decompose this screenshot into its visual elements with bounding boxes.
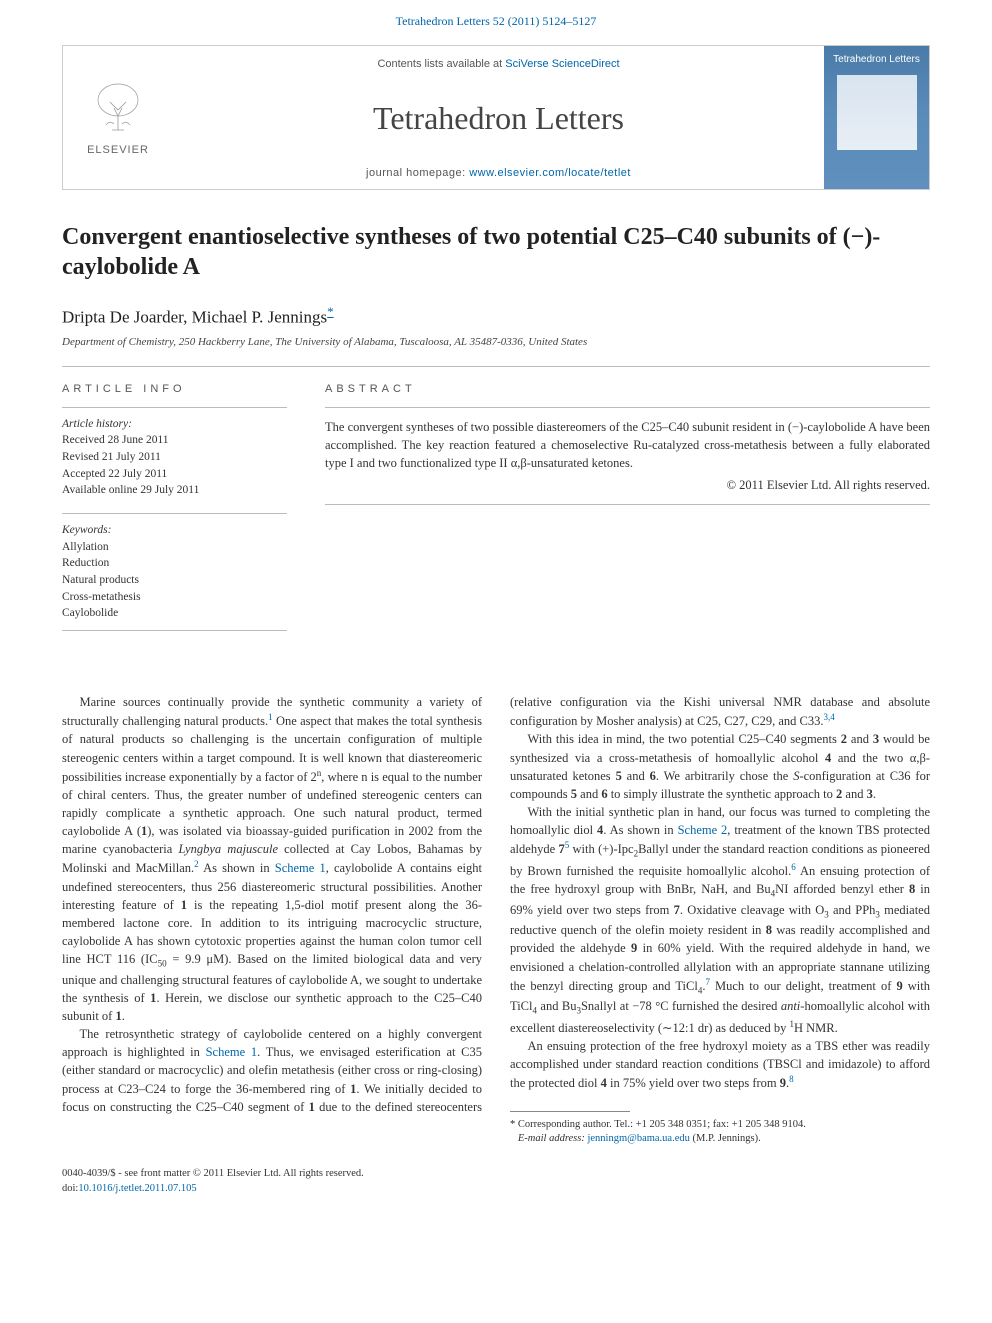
abstract-col: ABSTRACT The convergent syntheses of two…: [325, 383, 930, 645]
paragraph: An ensuing protection of the free hydrox…: [510, 1037, 930, 1093]
corr-text: Corresponding author. Tel.: +1 205 348 0…: [518, 1119, 806, 1130]
keyword: Reduction: [62, 557, 109, 569]
corresponding-star-icon[interactable]: *: [327, 304, 334, 319]
homepage-link[interactable]: www.elsevier.com/locate/tetlet: [469, 167, 631, 179]
ref-link[interactable]: 3,4: [824, 712, 835, 722]
email-who: (M.P. Jennings).: [690, 1133, 761, 1144]
paragraph: Marine sources continually provide the s…: [62, 693, 482, 1025]
elsevier-logo[interactable]: ELSEVIER: [63, 46, 173, 189]
citation-bar: Tetrahedron Letters 52 (2011) 5124–5127: [0, 0, 992, 39]
abstract-heading: ABSTRACT: [325, 383, 930, 395]
elsevier-label: ELSEVIER: [87, 144, 149, 156]
email-link[interactable]: jenningm@bama.ua.edu: [587, 1133, 689, 1144]
article-info: ARTICLE INFO Article history: Received 2…: [62, 383, 287, 645]
abstract-copyright: © 2011 Elsevier Ltd. All rights reserved…: [325, 476, 930, 494]
journal-cover[interactable]: Tetrahedron Letters: [824, 46, 929, 189]
revised-date: Revised 21 July 2011: [62, 451, 161, 463]
scheme-link[interactable]: Scheme 2: [678, 823, 728, 837]
abstract-text: The convergent syntheses of two possible…: [325, 407, 930, 506]
doi-link[interactable]: 10.1016/j.tetlet.2011.07.105: [78, 1183, 196, 1194]
info-heading: ARTICLE INFO: [62, 383, 287, 395]
journal-name: Tetrahedron Letters: [373, 100, 624, 137]
contents-prefix: Contents lists available at: [377, 58, 505, 70]
info-abstract-row: ARTICLE INFO Article history: Received 2…: [62, 367, 930, 665]
scheme-link[interactable]: Scheme 1: [206, 1045, 258, 1059]
header-center: Contents lists available at SciVerse Sci…: [173, 46, 824, 189]
paragraph: With the initial synthetic plan in hand,…: [510, 803, 930, 1037]
received-date: Received 28 June 2011: [62, 434, 169, 446]
keywords-block: Keywords: Allylation Reduction Natural p…: [62, 513, 287, 631]
page-footer: 0040-4039/$ - see front matter © 2011 El…: [0, 1147, 992, 1220]
corresponding-footnote: * Corresponding author. Tel.: +1 205 348…: [510, 1118, 930, 1147]
keywords-label: Keywords:: [62, 524, 111, 536]
elsevier-tree-icon: [88, 80, 148, 140]
journal-header: ELSEVIER Contents lists available at Sci…: [62, 45, 930, 190]
footnote-divider: [510, 1111, 630, 1112]
citation-text: Tetrahedron Letters 52 (2011) 5124–5127: [396, 14, 597, 28]
homepage-line: journal homepage: www.elsevier.com/locat…: [366, 167, 631, 179]
doi-label: doi:: [62, 1183, 78, 1194]
authors: Dripta De Joarder, Michael P. Jennings*: [62, 304, 930, 328]
homepage-prefix: journal homepage:: [366, 167, 469, 179]
sciencedirect-link[interactable]: SciVerse ScienceDirect: [505, 58, 619, 70]
email-label: E-mail address:: [518, 1133, 585, 1144]
issn-line: 0040-4039/$ - see front matter © 2011 El…: [62, 1168, 364, 1179]
article-area: Convergent enantioselective syntheses of…: [0, 190, 992, 1147]
keyword: Caylobolide: [62, 607, 118, 619]
cover-image: [837, 75, 917, 150]
accepted-date: Accepted 22 July 2011: [62, 468, 167, 480]
ref-link[interactable]: 8: [789, 1074, 794, 1084]
body-text: Marine sources continually provide the s…: [62, 693, 930, 1147]
article-title: Convergent enantioselective syntheses of…: [62, 222, 930, 282]
affiliation: Department of Chemistry, 250 Hackberry L…: [62, 336, 930, 348]
keyword: Natural products: [62, 574, 139, 586]
article-history: Article history: Received 28 June 2011 R…: [62, 407, 287, 499]
cover-title: Tetrahedron Letters: [833, 54, 920, 65]
star-icon: *: [510, 1119, 518, 1130]
scheme-link[interactable]: Scheme 1: [275, 862, 326, 876]
keyword: Allylation: [62, 541, 109, 553]
abstract-body: The convergent syntheses of two possible…: [325, 420, 930, 470]
online-date: Available online 29 July 2011: [62, 484, 199, 496]
authors-text: Dripta De Joarder, Michael P. Jennings: [62, 308, 327, 327]
history-label: Article history:: [62, 418, 132, 430]
paragraph: With this idea in mind, the two potentia…: [510, 730, 930, 803]
contents-line: Contents lists available at SciVerse Sci…: [377, 58, 619, 70]
keyword: Cross-metathesis: [62, 591, 141, 603]
